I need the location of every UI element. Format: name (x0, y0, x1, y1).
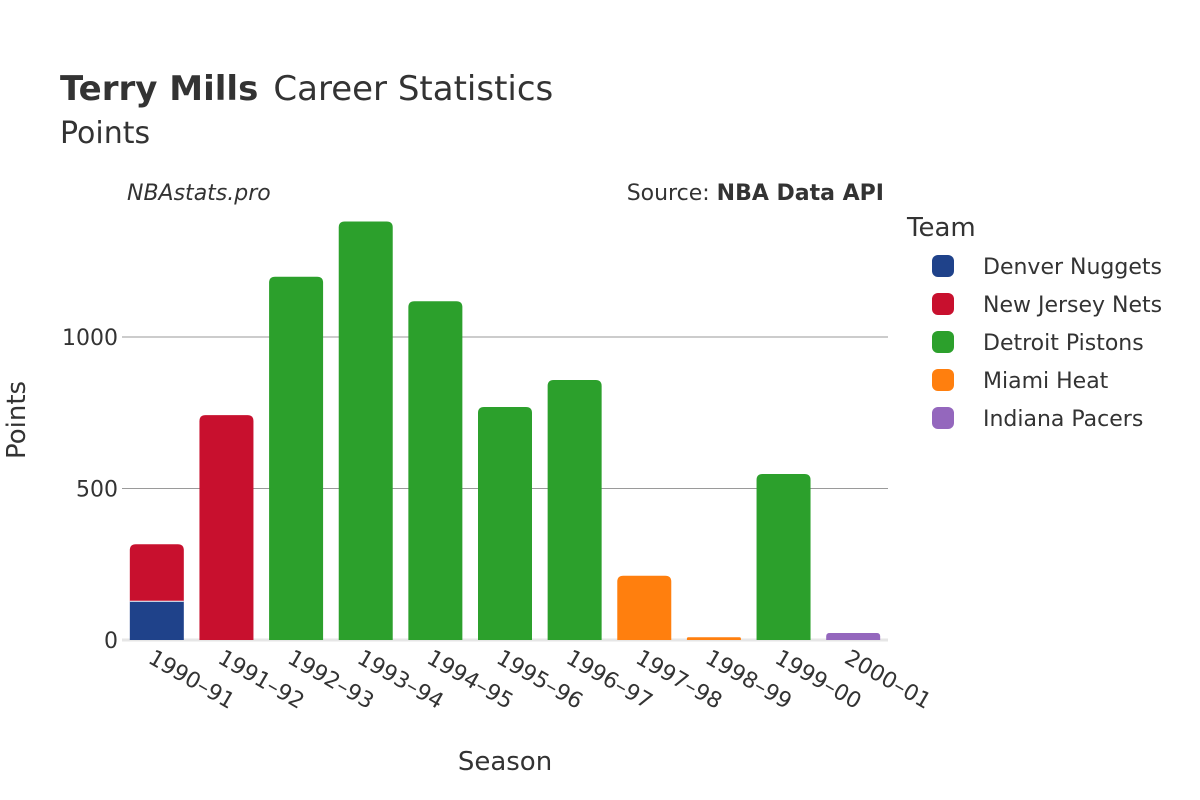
bar-1999–00-detroit-pistons[interactable] (756, 473, 811, 640)
legend-label: Denver Nuggets (983, 255, 1162, 280)
legend-swatch (932, 255, 954, 277)
chart-title-player: Terry Mills (60, 69, 258, 109)
bar-1990–91-new-jersey-nets[interactable] (129, 544, 184, 602)
legend-label: Detroit Pistons (983, 331, 1144, 356)
y-tick-label: 0 (104, 629, 118, 654)
legend-item-indiana-pacers[interactable]: Indiana Pacers (932, 407, 1143, 432)
source-text: Source: NBA Data API (627, 181, 884, 206)
bar-1991–92-new-jersey-nets[interactable] (199, 415, 254, 640)
legend: Denver Nuggets New Jersey Nets Detroit Pis… (932, 255, 1162, 432)
legend-label: Miami Heat (983, 369, 1109, 394)
legend-swatch (932, 293, 954, 315)
bar-2000–01-indiana-pacers[interactable] (826, 633, 881, 640)
bar-1997–98-miami-heat[interactable] (617, 575, 672, 640)
legend-item-detroit-pistons[interactable]: Detroit Pistons (932, 331, 1144, 356)
bar-1992–93-detroit-pistons[interactable] (269, 276, 324, 640)
source-prefix: Source: (627, 181, 717, 206)
legend-label: New Jersey Nets (983, 293, 1162, 318)
x-axis-title: Season (458, 747, 552, 777)
bar-1994–95-detroit-pistons[interactable] (408, 301, 463, 640)
bar-1996–97-detroit-pistons[interactable] (547, 380, 602, 640)
chart-title: Terry Mills Career Statistics (60, 69, 553, 109)
chart-title-rest: Career Statistics (273, 69, 553, 109)
legend-swatch (932, 331, 954, 353)
legend-label: Indiana Pacers (983, 407, 1143, 432)
legend-item-miami-heat[interactable]: Miami Heat (932, 369, 1109, 394)
y-axis-title: Points (2, 381, 32, 459)
y-axis-ticks: 0 500 1000 (62, 326, 118, 654)
chart-subtitle: Points (60, 116, 150, 151)
bar-1990–91-denver-nuggets[interactable] (129, 601, 184, 640)
bars-layer (129, 221, 881, 640)
legend-item-new-jersey-nets[interactable]: New Jersey Nets (932, 293, 1162, 318)
legend-swatch (932, 369, 954, 391)
x-axis-ticks: 1990–911991–921992–931993–941994–951995–… (144, 646, 935, 715)
bar-1998–99-miami-heat[interactable] (686, 637, 741, 640)
legend-swatch (932, 407, 954, 429)
y-tick-label: 1000 (62, 326, 118, 351)
bar-1995–96-detroit-pistons[interactable] (478, 406, 532, 640)
legend-item-denver-nuggets[interactable]: Denver Nuggets (932, 255, 1162, 280)
y-tick-label: 500 (76, 478, 118, 503)
legend-title: Team (906, 213, 976, 243)
bar-1993–94-detroit-pistons[interactable] (338, 221, 393, 640)
credit-text: NBAstats.pro (127, 181, 271, 206)
source-name: NBA Data API (717, 181, 884, 206)
